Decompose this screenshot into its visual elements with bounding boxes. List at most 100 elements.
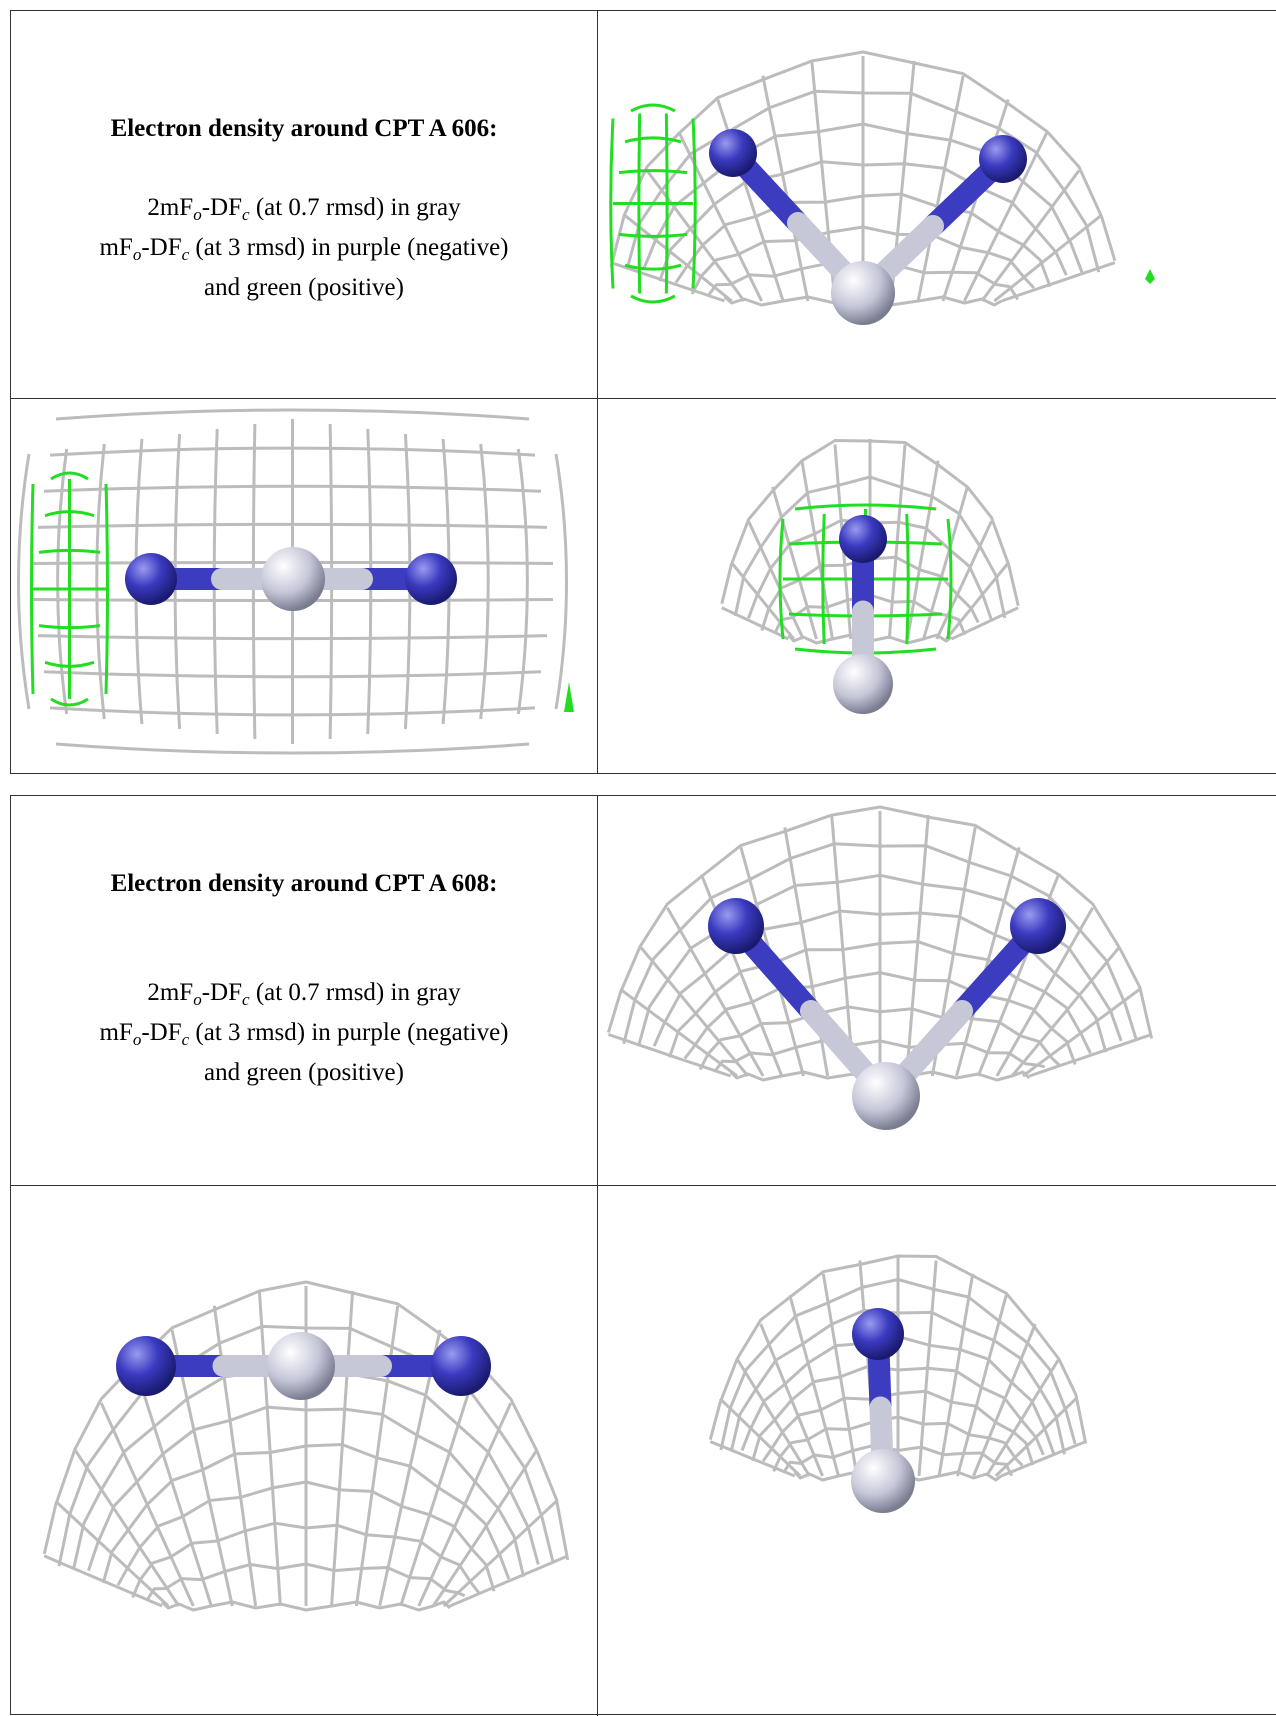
mesh-line xyxy=(330,1290,355,1607)
render xyxy=(708,1254,1088,1513)
mesh-line xyxy=(606,805,1154,1039)
mesh-line xyxy=(985,1358,1061,1477)
mesh-line xyxy=(630,103,676,113)
mesh-line xyxy=(830,814,855,1077)
atom xyxy=(709,129,757,177)
mesh-line xyxy=(916,75,965,302)
mesh-line xyxy=(794,503,937,511)
render xyxy=(609,50,1155,325)
t: o xyxy=(193,990,202,1009)
mesh-line xyxy=(691,118,697,289)
mesh-line xyxy=(160,1600,452,1612)
t: mF xyxy=(99,1019,133,1046)
mesh-line xyxy=(479,443,490,720)
atom xyxy=(431,1336,491,1396)
mesh-line xyxy=(937,1273,975,1477)
mesh-line xyxy=(905,513,910,645)
text-cell: Electron density around CPT A 606: 2mFo-… xyxy=(11,11,598,399)
mesh-line xyxy=(516,448,529,715)
mesh-line xyxy=(905,814,930,1077)
mesh-line xyxy=(609,118,615,289)
mesh-line xyxy=(30,483,35,695)
mesh-line xyxy=(821,513,826,645)
mesh-line xyxy=(719,1397,802,1478)
mesh-line xyxy=(1010,945,1122,1077)
t: (at 0.7 rmsd) in gray xyxy=(249,979,461,1006)
mesh-line xyxy=(994,1397,1077,1478)
mesh-line xyxy=(618,232,688,238)
mesh-line xyxy=(709,1440,796,1478)
atom xyxy=(839,515,887,563)
atom xyxy=(116,1336,176,1396)
atom xyxy=(851,1449,915,1513)
mesh-line xyxy=(99,1402,195,1607)
mesh xyxy=(30,471,109,707)
atom xyxy=(833,654,893,714)
t: o xyxy=(193,205,202,224)
mesh-line xyxy=(449,1554,569,1608)
mesh-line xyxy=(104,483,109,695)
mesh-line xyxy=(955,847,1021,1077)
text-cell: Electron density around CPT A 608: 2mFo-… xyxy=(11,796,598,1186)
line: 2mFo-DFc (at 0.7 rmsd) in gray xyxy=(11,976,597,1016)
t: o xyxy=(132,245,142,264)
mesh-line xyxy=(1000,1440,1087,1478)
atom xyxy=(1010,898,1066,954)
mesh-line xyxy=(747,520,805,640)
mesh-line xyxy=(17,453,31,710)
t: c xyxy=(181,245,190,264)
mesh xyxy=(609,103,697,304)
mesh-line xyxy=(1001,261,1116,303)
mesh-line xyxy=(950,606,1019,641)
render xyxy=(720,439,1020,714)
line: and green (positive) xyxy=(204,274,404,301)
mesh-line xyxy=(761,75,810,302)
t: mF xyxy=(99,234,133,261)
mesh-line xyxy=(623,213,733,303)
t: -DF xyxy=(201,979,243,1006)
image-cell xyxy=(598,11,1276,399)
atom xyxy=(852,1062,920,1130)
t: 2mF xyxy=(147,194,194,221)
render xyxy=(17,408,574,755)
mesh-line xyxy=(778,518,785,640)
image-cell xyxy=(598,399,1276,774)
mesh-line xyxy=(637,113,642,294)
mesh-line xyxy=(554,453,568,710)
mesh-line xyxy=(638,945,750,1077)
atom xyxy=(852,1308,904,1360)
atom xyxy=(405,553,457,605)
t: 2mF xyxy=(147,979,194,1006)
mesh-line xyxy=(95,443,106,720)
mesh-line xyxy=(619,987,738,1078)
mesh-line xyxy=(995,907,1094,1077)
atom xyxy=(708,898,764,954)
mesh-line xyxy=(50,697,89,707)
mesh-line xyxy=(431,1448,539,1607)
green-blob xyxy=(1145,269,1155,284)
t: c xyxy=(242,205,250,224)
mesh-line xyxy=(618,169,688,175)
t: c xyxy=(242,990,250,1009)
legend-text: 2mFo-DFc (at 0.7 rmsd) in gray mFo-DFc (… xyxy=(11,976,597,1089)
mesh-line xyxy=(417,1402,513,1607)
image-cell xyxy=(11,399,598,774)
mesh-line xyxy=(132,1362,213,1607)
image-cell xyxy=(598,1186,1276,1716)
t: -DF xyxy=(141,1019,182,1046)
mesh-line xyxy=(730,561,795,640)
mesh-line xyxy=(664,113,669,294)
mesh-line xyxy=(759,1323,824,1477)
mesh-line xyxy=(906,460,940,640)
image-cell xyxy=(598,796,1276,1186)
t: (at 3 rmsd) in purple (negative) xyxy=(189,1019,509,1046)
mesh-line xyxy=(607,1033,732,1078)
block-title: Electron density around CPT A 608: xyxy=(110,870,498,897)
mesh-line xyxy=(956,1294,1008,1477)
mesh-line xyxy=(800,460,834,640)
mesh-line xyxy=(788,1294,840,1477)
mesh-line xyxy=(935,520,993,640)
line: mFo-DFc (at 3 rmsd) in purple (negative) xyxy=(11,1016,597,1056)
mesh-line xyxy=(624,136,682,144)
t: -DF xyxy=(201,194,243,221)
